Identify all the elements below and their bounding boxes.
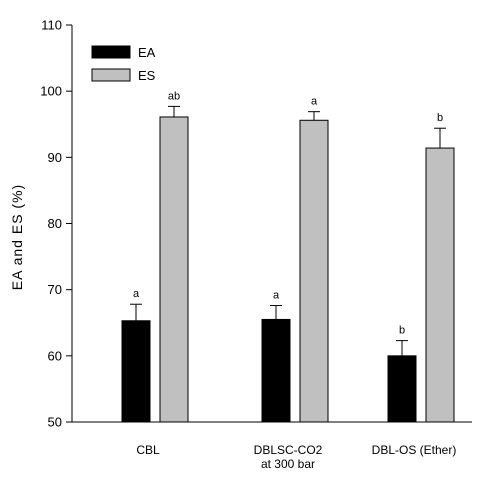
significance-ea-3: b [399,325,405,337]
y-tick-label-90: 90 [48,150,62,165]
bars [121,105,455,423]
significance-ea-1: a [133,288,140,300]
x-category-line-1-1: CBL [136,443,160,457]
legend-label-es: ES [138,68,156,83]
bar-ea-3 [387,355,417,423]
legend-swatch-es [91,68,131,82]
significance-es-3: b [437,112,443,124]
legend-label-ea: EA [138,45,156,60]
x-category-label-1: CBL [136,443,160,457]
x-category-line-2-1: DBLSC-CO2 [254,443,323,457]
bar-ea-1 [121,320,151,423]
x-category-label-3: DBL-OS (Ether) [372,443,457,457]
y-tick-label-100: 100 [40,84,62,99]
x-category-line-2-2: at 300 bar [261,457,315,471]
significance-ea-2: a [273,290,280,302]
y-tick-label-60: 60 [48,348,62,363]
y-tick-label-80: 80 [48,216,62,231]
bar-es-3 [425,147,455,423]
significance-es-1: ab [168,90,180,102]
legend-swatch-ea [91,45,131,59]
bar-ea-2 [261,318,291,423]
y-axis-title: EA and ES (%) [9,184,25,290]
y-tick-label-50: 50 [48,415,62,430]
y-tick-label-70: 70 [48,282,62,297]
legend: EA ES [91,45,156,83]
significance-es-2: a [311,96,318,108]
bar-es-1 [159,116,189,423]
y-tick-label-110: 110 [41,18,62,33]
x-category-line-3-1: DBL-OS (Ether) [372,443,457,457]
bar-es-2 [299,119,329,423]
x-category-label-2: DBLSC-CO2 at 300 bar [254,443,323,471]
